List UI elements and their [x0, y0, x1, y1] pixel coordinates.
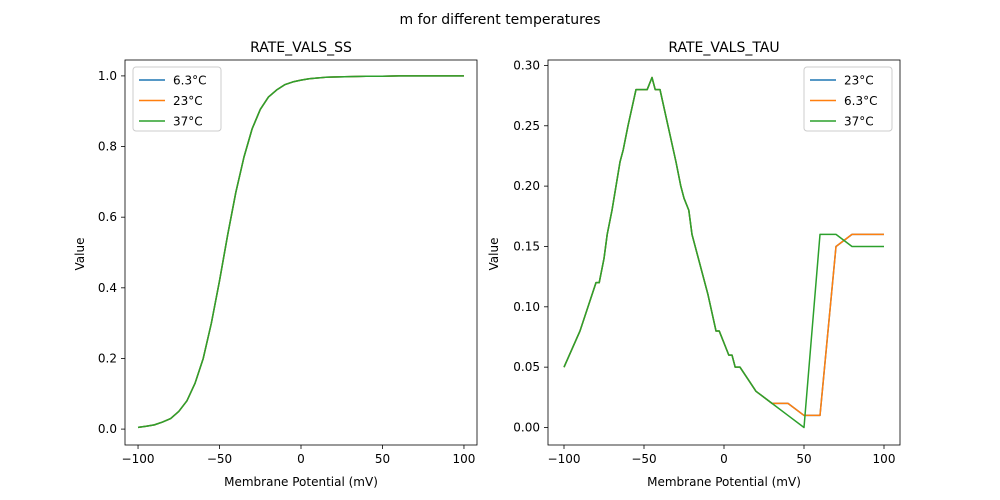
legend-label: 6.3°C — [173, 74, 206, 88]
y-tick-label: 0.0 — [98, 422, 117, 436]
legend-label: 37°C — [844, 115, 874, 129]
figure-suptitle: m for different temperatures — [400, 12, 601, 28]
x-tick-label: 100 — [873, 452, 896, 466]
legend: 23°C 6.3°C 37°C — [803, 66, 893, 132]
plot-area-ss: −100 −50 0 50 100 0.0 0.2 0.4 0.6 0.8 1.0 6.3°C 23°C… — [98, 59, 478, 466]
y-tick-label: 1.0 — [98, 69, 117, 83]
legend-label: 37°C — [173, 115, 203, 129]
x-tick-label: −50 — [207, 452, 232, 466]
y-tick-label: 0.10 — [513, 300, 540, 314]
y-tick-label: 0.8 — [98, 140, 117, 154]
y-tick-label: 0.6 — [98, 210, 117, 224]
y-tick-label: 0.15 — [513, 239, 540, 253]
subplot-rate-vals-ss: RATE_VALS_SS −100 −50 0 50 100 0.0 0.2 0.4 0.6 0.… — [73, 40, 478, 489]
x-tick-label: −50 — [631, 452, 656, 466]
legend-label: 6.3°C — [844, 94, 877, 108]
legend-label: 23°C — [173, 94, 203, 108]
y-axis-label: Value — [487, 238, 501, 271]
y-tick-label: 0.25 — [513, 119, 540, 133]
legend: 6.3°C 23°C 37°C — [132, 66, 222, 132]
y-tick-label: 0.20 — [513, 179, 540, 193]
legend-box — [132, 66, 222, 132]
plot-area-tau: −100 −50 0 50 100 0.00 0.05 0.10 0.15 0.20 0.25 0.3… — [513, 58, 901, 466]
series-line-37°C — [563, 76, 884, 429]
y-tick-label: 0.2 — [98, 351, 117, 365]
x-tick-label: −100 — [122, 452, 155, 466]
x-tick-label: 50 — [375, 452, 390, 466]
legend-label: 23°C — [844, 74, 874, 88]
y-axis-label: Value — [73, 238, 87, 271]
series-line-37°C — [137, 75, 464, 429]
subplot-title: RATE_VALS_SS — [250, 40, 352, 56]
legend-box — [803, 66, 893, 132]
x-tick-label: −100 — [548, 452, 581, 466]
x-axis-label: Membrane Potential (mV) — [647, 475, 801, 489]
subplot-rate-vals-tau: RATE_VALS_TAU −100 −50 0 50 100 0.00 0.05 0.10 0… — [487, 40, 901, 489]
subplot-title: RATE_VALS_TAU — [668, 40, 779, 56]
x-tick-label: 100 — [453, 452, 476, 466]
y-tick-label: 0.05 — [513, 360, 540, 374]
x-axis-label: Membrane Potential (mV) — [224, 475, 378, 489]
x-tick-label: 0 — [720, 452, 728, 466]
x-tick-label: 0 — [297, 452, 305, 466]
x-tick-label: 50 — [796, 452, 811, 466]
y-tick-label: 0.00 — [513, 421, 540, 435]
y-tick-label: 0.4 — [98, 281, 117, 295]
y-tick-label: 0.30 — [513, 58, 540, 72]
